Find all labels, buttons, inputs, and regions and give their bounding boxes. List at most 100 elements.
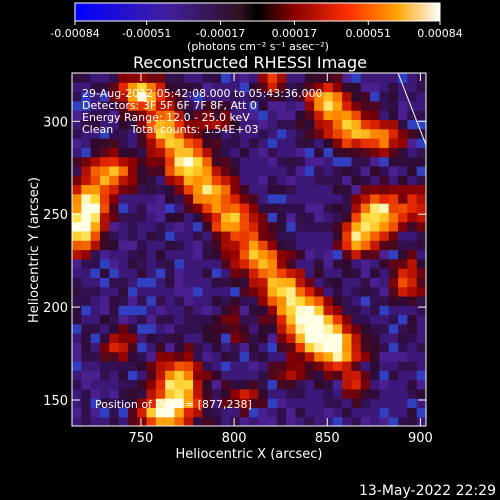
heatmap-cell xyxy=(379,82,390,93)
heatmap-cell xyxy=(416,156,426,167)
heatmap-cell xyxy=(183,221,194,232)
heatmap-cell xyxy=(351,388,362,399)
heatmap-cell xyxy=(174,100,185,111)
heatmap-cell xyxy=(388,110,399,121)
heatmap-cell xyxy=(230,407,241,418)
heatmap-cell xyxy=(193,110,204,121)
heatmap-cell xyxy=(174,193,185,204)
heatmap-cell xyxy=(155,212,166,223)
heatmap-cell xyxy=(267,91,278,102)
heatmap-cell xyxy=(267,388,278,399)
heatmap-cell xyxy=(304,398,315,409)
heatmap-cell xyxy=(351,138,362,148)
heatmap-cell xyxy=(304,138,315,148)
heatmap-cell xyxy=(332,268,343,278)
heatmap-cell xyxy=(286,249,297,260)
heatmap-cell xyxy=(81,286,92,297)
heatmap-cell xyxy=(230,156,241,167)
heatmap-cell xyxy=(388,212,399,223)
heatmap-cell xyxy=(239,110,250,121)
heatmap-cell xyxy=(276,407,287,418)
heatmap-cell xyxy=(342,268,353,278)
heatmap-cell xyxy=(99,277,110,288)
heatmap-cell xyxy=(398,370,408,381)
heatmap-cell xyxy=(323,416,334,426)
heatmap-cell xyxy=(193,119,204,130)
heatmap-cell xyxy=(342,249,353,260)
heatmap-cell xyxy=(174,295,185,306)
heatmap-cell xyxy=(416,203,426,213)
heatmap-cell xyxy=(286,119,297,130)
heatmap-cell xyxy=(295,286,306,297)
heatmap-cell xyxy=(146,100,157,111)
heatmap-cell xyxy=(118,240,129,251)
heatmap-cell xyxy=(276,156,287,167)
heatmap-cell xyxy=(202,323,213,334)
heatmap-image xyxy=(72,73,426,426)
heatmap-cell xyxy=(72,277,82,288)
heatmap-cell xyxy=(155,221,166,232)
heatmap-cell xyxy=(379,119,390,130)
heatmap-cell xyxy=(174,212,185,223)
heatmap-cell xyxy=(276,249,287,260)
heatmap-cell xyxy=(72,351,82,362)
heatmap-cell xyxy=(202,314,213,325)
heatmap-cell xyxy=(211,314,222,325)
heatmap-cell xyxy=(155,379,166,390)
heatmap-cell xyxy=(99,333,110,343)
heatmap-cell xyxy=(211,360,222,371)
heatmap-cell xyxy=(351,314,362,325)
heatmap-cell xyxy=(127,398,138,409)
colorbar-unit-label: (photons cm⁻² s⁻¹ asec⁻²) xyxy=(187,40,329,53)
heatmap-cell xyxy=(258,73,269,83)
heatmap-cell xyxy=(99,212,110,223)
heatmap-cell xyxy=(267,184,278,195)
heatmap-cell xyxy=(127,184,138,195)
heatmap-cell xyxy=(81,184,92,195)
heatmap-cell xyxy=(379,230,390,241)
heatmap-cell xyxy=(286,138,297,148)
heatmap-cell xyxy=(388,286,399,297)
heatmap-cell xyxy=(183,184,194,195)
heatmap-cell xyxy=(342,277,353,288)
heatmap-cell xyxy=(90,305,101,316)
heatmap-cell xyxy=(276,147,287,158)
heatmap-cell xyxy=(360,258,371,269)
heatmap-cell xyxy=(99,138,110,148)
heatmap-cell xyxy=(370,407,381,418)
heatmap-cell xyxy=(398,73,408,83)
colorbar-tick-label: 0.00017 xyxy=(272,27,318,40)
heatmap-cell xyxy=(137,110,148,121)
heatmap-cell xyxy=(379,165,390,176)
heatmap-cell xyxy=(202,184,213,195)
heatmap-cell xyxy=(183,268,194,278)
heatmap-cell xyxy=(323,165,334,176)
heatmap-cell xyxy=(407,388,418,399)
heatmap-cell xyxy=(211,295,222,306)
heatmap-cell xyxy=(267,230,278,241)
heatmap-cell xyxy=(239,128,250,139)
heatmap-cell xyxy=(398,212,408,223)
heatmap-cell xyxy=(221,398,231,409)
heatmap-cell xyxy=(127,249,138,260)
heatmap-cell xyxy=(342,370,353,381)
heatmap-cell xyxy=(193,258,204,269)
heatmap-cell xyxy=(165,73,176,83)
heatmap-cell xyxy=(239,156,250,167)
heatmap-cell xyxy=(109,184,120,195)
heatmap-cell xyxy=(323,333,334,343)
heatmap-cell xyxy=(398,240,408,251)
heatmap-cell xyxy=(230,147,241,158)
heatmap-cell xyxy=(81,73,92,83)
heatmap-cell xyxy=(81,398,92,409)
heatmap-cell xyxy=(202,147,213,158)
heatmap-cell xyxy=(276,268,287,278)
heatmap-cell xyxy=(249,323,259,334)
heatmap-cell xyxy=(183,165,194,176)
heatmap-cell xyxy=(286,165,297,176)
heatmap-cell xyxy=(146,370,157,381)
heatmap-cell xyxy=(276,175,287,186)
heatmap-cell xyxy=(360,230,371,241)
heatmap-cell xyxy=(239,314,250,325)
heatmap-cell xyxy=(304,295,315,306)
